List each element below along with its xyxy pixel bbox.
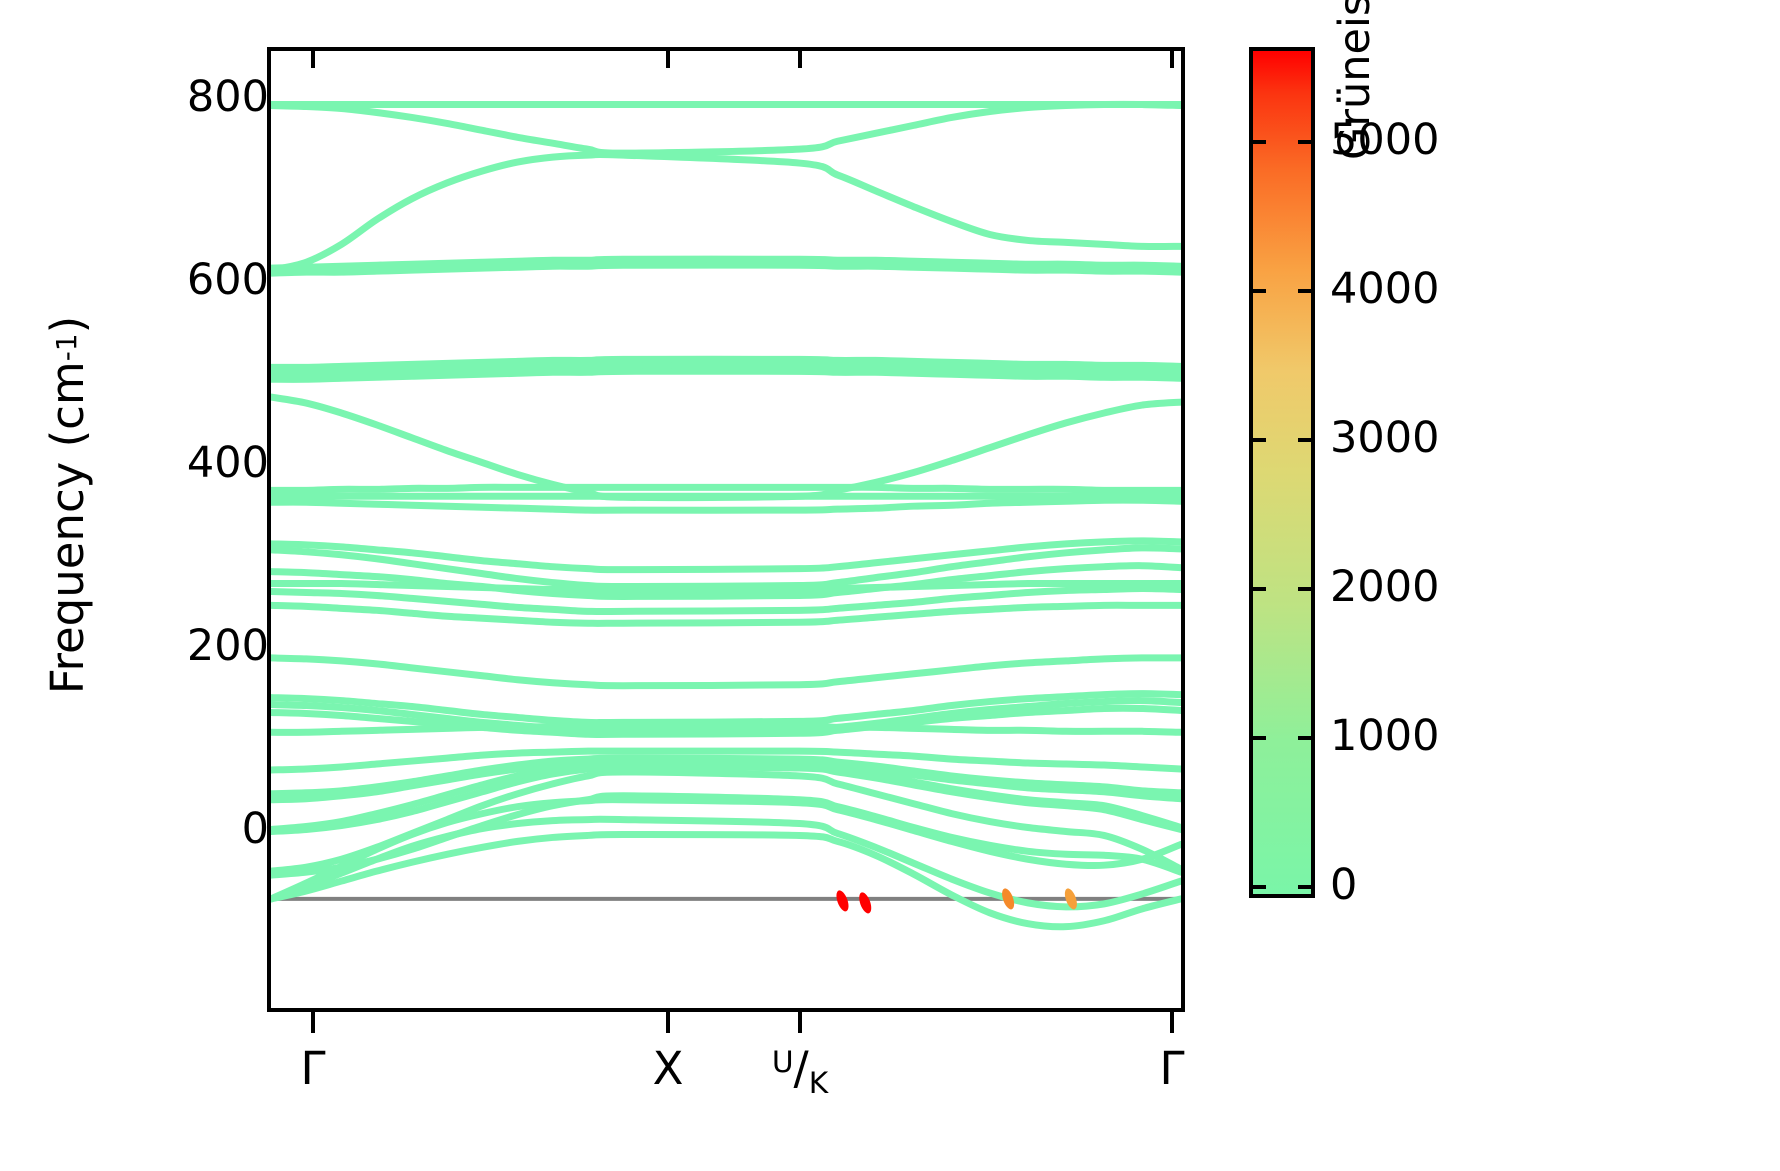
uk-denominator: K — [808, 1065, 829, 1101]
x-tick-label-uk: U/K — [710, 1042, 890, 1101]
colorbar-tick-right-4000 — [1298, 289, 1315, 293]
uk-numerator: U — [771, 1044, 794, 1080]
colorbar — [1249, 47, 1315, 898]
colorbar-tick-right-3000 — [1298, 438, 1315, 442]
colorbar-tick-2000 — [1249, 587, 1266, 591]
colorbar-label-5000: 5000 — [1330, 115, 1440, 165]
x-tick-uk — [798, 1012, 802, 1033]
x-tick-gamma-2 — [1170, 1012, 1174, 1033]
x-tick-top-uk — [798, 47, 802, 68]
x-tick-top-gamma-2 — [1170, 47, 1174, 68]
y-tick-label-600: 600 — [186, 255, 269, 305]
y-tick-label-800: 800 — [186, 72, 269, 122]
y-tick-label-200: 200 — [186, 621, 269, 671]
colorbar-label-0: 0 — [1330, 860, 1358, 910]
colorbar-tick-right-1000 — [1298, 736, 1315, 740]
colorbar-tick-3000 — [1249, 438, 1266, 442]
x-tick-gamma-1 — [311, 1012, 315, 1033]
y-tick-label-400: 400 — [186, 438, 269, 488]
y-tick-label-0: 0 — [241, 804, 269, 854]
x-tick-label-x: X — [652, 1042, 684, 1095]
colorbar-label-2000: 2000 — [1330, 562, 1440, 612]
x-tick-label-gamma-2: Γ — [1159, 1042, 1185, 1095]
colorbar-tick-right-2000 — [1298, 587, 1315, 591]
x-tick-x — [666, 1012, 670, 1033]
y-axis-title-tail: ) — [40, 315, 94, 334]
colorbar-tick-right-0 — [1298, 885, 1315, 889]
plot-axes — [267, 47, 1185, 1012]
x-tick-label-gamma-1: Γ — [300, 1042, 326, 1095]
colorbar-tick-1000 — [1249, 736, 1266, 740]
colorbar-title-wrapper: Grüneisen parameter — [1330, 0, 1390, 440]
uk-fraction: U/K — [771, 1042, 829, 1101]
colorbar-gradient — [1253, 51, 1311, 894]
colorbar-tick-4000 — [1249, 289, 1266, 293]
colorbar-label-4000: 4000 — [1330, 264, 1440, 314]
plot-area — [271, 51, 1181, 1008]
y-axis-title: Frequency (cm -1) — [40, 315, 94, 695]
x-tick-top-gamma-1 — [311, 47, 315, 68]
x-tick-top-x — [666, 47, 670, 68]
colorbar-tick-0 — [1249, 885, 1266, 889]
colorbar-label-3000: 3000 — [1330, 413, 1440, 463]
colorbar-title: Grüneisen parameter — [1330, 0, 1380, 160]
phonon-band-curves — [271, 100, 1181, 931]
colorbar-tick-right-5000 — [1298, 140, 1315, 144]
uk-slash: / — [793, 1042, 809, 1095]
colorbar-tick-5000 — [1249, 140, 1266, 144]
colorbar-label-1000: 1000 — [1330, 711, 1440, 761]
